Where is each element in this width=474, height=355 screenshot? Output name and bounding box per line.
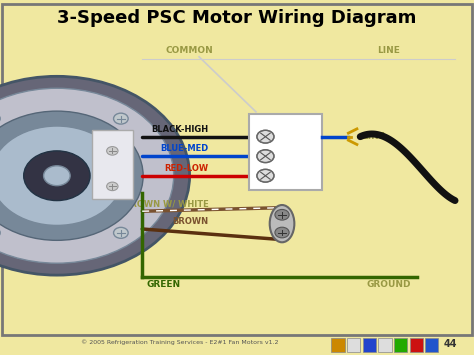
Text: LINE: LINE (363, 132, 385, 141)
Text: BROWN W/ WHITE: BROWN W/ WHITE (124, 200, 209, 208)
Circle shape (114, 113, 128, 124)
Circle shape (0, 88, 173, 263)
Text: BLACK-HIGH: BLACK-HIGH (151, 125, 209, 134)
FancyBboxPatch shape (2, 4, 472, 335)
FancyBboxPatch shape (92, 130, 133, 199)
Circle shape (44, 166, 70, 186)
Text: 44: 44 (444, 339, 457, 349)
FancyBboxPatch shape (425, 338, 438, 352)
Circle shape (257, 130, 274, 143)
FancyBboxPatch shape (410, 338, 423, 352)
Text: © 2005 Refrigeration Training Services - E2#1 Fan Motors v1.2: © 2005 Refrigeration Training Services -… (82, 340, 279, 345)
Circle shape (24, 151, 90, 201)
Text: BLUE-MED: BLUE-MED (160, 144, 209, 153)
Text: GREEN: GREEN (147, 280, 181, 289)
Text: COMMON: COMMON (166, 46, 213, 55)
Circle shape (0, 126, 123, 225)
FancyBboxPatch shape (347, 338, 360, 352)
Circle shape (0, 111, 143, 240)
Text: RED-LOW: RED-LOW (164, 164, 209, 173)
Circle shape (114, 227, 128, 238)
Text: GROUND: GROUND (366, 280, 411, 289)
FancyBboxPatch shape (249, 114, 322, 190)
Circle shape (107, 182, 118, 191)
Circle shape (107, 147, 118, 155)
Text: 3-Speed PSC Motor Wiring Diagram: 3-Speed PSC Motor Wiring Diagram (57, 9, 417, 27)
FancyBboxPatch shape (378, 338, 392, 352)
FancyBboxPatch shape (331, 338, 345, 352)
Circle shape (275, 227, 289, 238)
Circle shape (257, 150, 274, 163)
Circle shape (0, 76, 190, 275)
FancyBboxPatch shape (394, 338, 407, 352)
Circle shape (257, 169, 274, 182)
Text: BROWN: BROWN (173, 217, 209, 226)
Ellipse shape (270, 205, 294, 242)
Circle shape (275, 209, 289, 220)
Text: LINE: LINE (377, 46, 400, 55)
FancyBboxPatch shape (363, 338, 376, 352)
